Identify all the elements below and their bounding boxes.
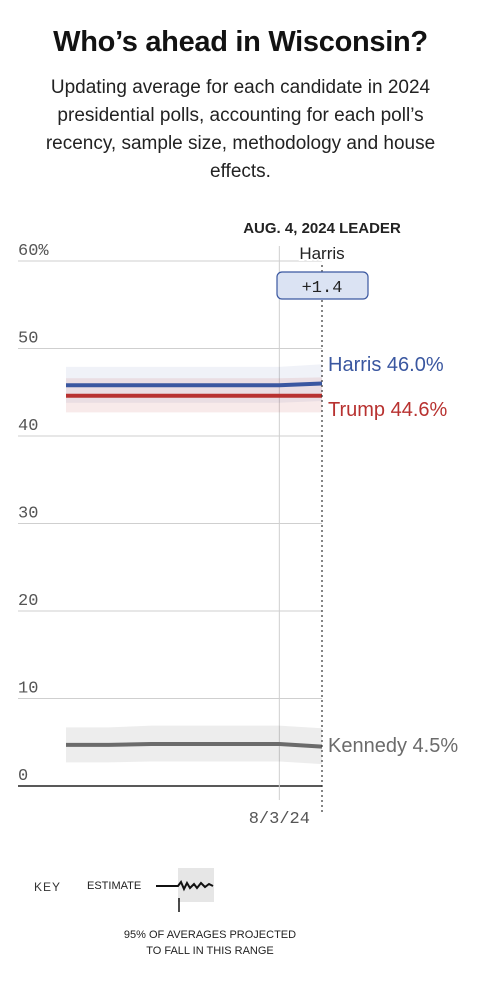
y-tick-label: 50 (18, 330, 38, 349)
key-range-line1: 95% OF AVERAGES PROJECTED (123, 929, 297, 941)
key-estimate-glyph (156, 868, 214, 912)
end-label-kennedy: Kennedy 4.5% (328, 735, 458, 757)
poll-average-chart: 0 10 20 30 40 50 60% 8/3/24 Harris 46.0% Trump 44… (18, 220, 458, 829)
y-tick-label: 0 (18, 767, 28, 786)
chart-title: Who’s ahead in Wisconsin? (53, 26, 428, 58)
x-tick-label: 8/3/24 (249, 810, 310, 829)
key-range-label: 95% OF AVERAGES PROJECTED TO FALL IN THI… (100, 927, 320, 959)
y-tick-label: 60% (18, 242, 49, 261)
chart-subtitle: Updating average for each candidate in 2… (45, 77, 436, 182)
key-range-line2: TO FALL IN THIS RANGE (146, 945, 274, 957)
leader-margin-box (276, 271, 369, 300)
y-tick-label: 30 (18, 505, 38, 524)
y-tick-label: 40 (18, 417, 38, 436)
line-harris (66, 381, 323, 388)
y-tick-label: 10 (18, 680, 38, 699)
leader-header: AUG. 4, 2024 LEADER (243, 220, 401, 237)
leader-margin: +1.4 (302, 279, 343, 298)
leader-name: Harris (299, 244, 344, 263)
line-kennedy (66, 742, 323, 749)
chart-key: KEY ESTIMATE 95% OF AVERAGES PROJECTED T… (0, 860, 481, 970)
key-estimate-label: ESTIMATE (87, 880, 142, 892)
key-label: KEY (34, 880, 62, 894)
end-label-trump: Trump 44.6% (328, 399, 448, 421)
y-tick-label: 20 (18, 592, 38, 611)
key-estimate-line (156, 880, 214, 892)
end-label-harris: Harris 46.0% (328, 354, 444, 376)
